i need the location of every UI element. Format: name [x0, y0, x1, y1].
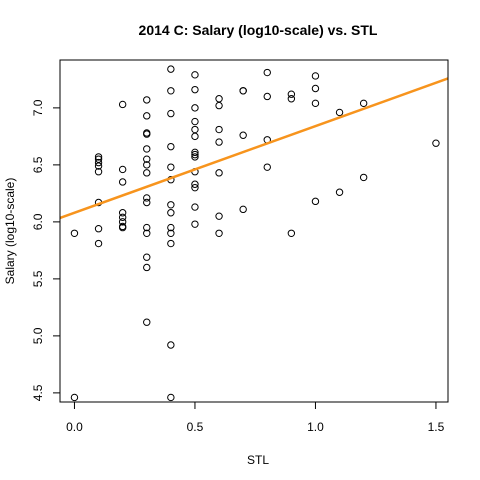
- data-point: [191, 132, 199, 141]
- data-point: [143, 145, 151, 153]
- x-tick-label: 0.5: [187, 420, 204, 434]
- data-point: [143, 198, 151, 207]
- data-point: [118, 178, 127, 186]
- data-point: [215, 95, 223, 103]
- data-point: [191, 117, 199, 126]
- data-point: [94, 168, 103, 176]
- data-point: [167, 142, 175, 151]
- data-point: [239, 131, 247, 139]
- data-point: [118, 223, 127, 232]
- data-point: [335, 188, 344, 196]
- y-tick-label: 7.0: [31, 99, 45, 116]
- data-point: [359, 99, 368, 108]
- data-point: [94, 153, 103, 161]
- data-point: [167, 341, 175, 349]
- y-tick-label: 5.5: [31, 270, 45, 287]
- data-point: [118, 213, 127, 222]
- data-point: [118, 100, 127, 109]
- data-point: [94, 155, 103, 163]
- data-point: [191, 104, 199, 112]
- data-point: [215, 212, 223, 220]
- y-tick-label: 6.5: [31, 156, 45, 173]
- data-point: [263, 163, 271, 171]
- data-point: [191, 148, 199, 157]
- data-point: [167, 393, 175, 402]
- data-point: [432, 139, 440, 147]
- data-point: [118, 218, 127, 226]
- fit-line-layer: [60, 77, 448, 220]
- data-point: [287, 229, 296, 237]
- data-point: [191, 85, 199, 94]
- data-point: [70, 393, 79, 402]
- data-point: [143, 223, 151, 232]
- x-axis: 0.0 0.5 1.0 1.5: [66, 401, 445, 434]
- chart-title: 2014 C: Salary (log10-scale) vs. STL: [139, 22, 378, 38]
- y-axis-label: Salary (log10-scale): [3, 178, 17, 285]
- data-point: [287, 95, 296, 103]
- data-point: [94, 239, 103, 248]
- data-point: [167, 201, 175, 209]
- data-point: [143, 169, 151, 177]
- data-point: [94, 225, 103, 233]
- y-tick-label: 4.5: [31, 384, 45, 401]
- data-points: [70, 65, 440, 402]
- data-point: [118, 165, 127, 174]
- data-point: [191, 203, 199, 211]
- x-tick-label: 1.0: [307, 420, 324, 434]
- y-axis: 4.5 5.0 5.5 6.0 6.5 7.0: [31, 99, 61, 401]
- data-point: [167, 209, 175, 217]
- data-point: [143, 263, 151, 272]
- data-point: [311, 197, 320, 206]
- data-point: [215, 229, 223, 237]
- plot-frame: [59, 59, 449, 403]
- data-point: [311, 72, 320, 80]
- data-point: [143, 318, 151, 326]
- data-point: [239, 205, 247, 214]
- data-point: [191, 150, 199, 159]
- data-point: [191, 183, 199, 192]
- data-point: [94, 158, 103, 167]
- data-point: [143, 155, 151, 163]
- x-tick-label: 0.0: [66, 420, 83, 434]
- data-point: [311, 84, 320, 93]
- y-tick-label: 6.0: [31, 213, 45, 230]
- regression-line: [60, 77, 448, 220]
- data-point: [215, 125, 223, 134]
- data-point: [70, 229, 79, 237]
- data-point: [143, 96, 151, 104]
- x-axis-label: STL: [247, 453, 269, 467]
- data-point: [191, 220, 199, 228]
- data-point: [191, 153, 199, 161]
- data-point: [335, 108, 344, 117]
- data-point: [167, 109, 175, 118]
- data-point: [143, 112, 151, 120]
- data-point: [143, 130, 151, 138]
- data-point: [359, 173, 368, 182]
- y-tick-label: 5.0: [31, 327, 45, 344]
- data-point: [191, 71, 199, 79]
- data-point: [311, 99, 320, 108]
- data-point: [167, 239, 175, 248]
- data-point: [215, 169, 223, 177]
- data-point: [143, 194, 151, 202]
- data-point: [239, 87, 247, 95]
- data-point: [143, 253, 151, 261]
- data-point: [167, 87, 175, 95]
- x-tick-label: 1.5: [428, 420, 445, 434]
- data-point: [143, 229, 151, 237]
- data-point: [263, 68, 271, 77]
- data-point: [215, 138, 223, 146]
- data-point: [167, 65, 175, 73]
- data-point: [167, 229, 175, 237]
- data-point: [215, 101, 223, 110]
- data-point: [167, 163, 175, 171]
- data-point: [287, 90, 296, 98]
- data-point: [191, 125, 199, 134]
- data-point: [263, 92, 271, 101]
- data-point: [143, 161, 151, 169]
- data-point: [167, 223, 175, 232]
- data-point: [118, 209, 127, 217]
- data-point: [191, 180, 199, 188]
